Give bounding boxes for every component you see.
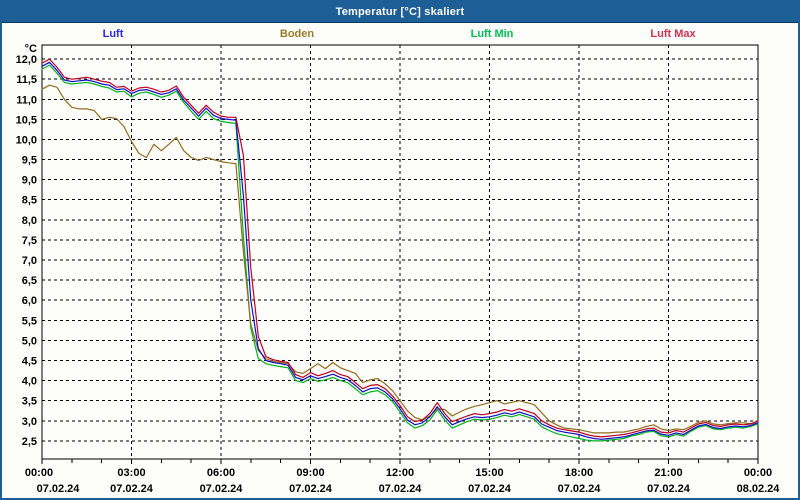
x-date-label: 07.02.24 xyxy=(379,483,423,495)
svg-text:9,0: 9,0 xyxy=(22,175,37,187)
svg-text:7,5: 7,5 xyxy=(22,235,37,247)
svg-text:5,5: 5,5 xyxy=(22,315,37,327)
x-time-label: 09:00 xyxy=(296,467,324,479)
title-bar: Temperatur [°C] skaliert xyxy=(2,2,798,23)
svg-text:6,0: 6,0 xyxy=(22,295,37,307)
x-time-label: 03:00 xyxy=(117,467,145,479)
series-line-luft-min xyxy=(41,64,759,442)
series-line-luft xyxy=(41,61,759,440)
x-time-label: 21:00 xyxy=(654,467,682,479)
x-time-label: 12:00 xyxy=(386,467,414,479)
svg-text:11,5: 11,5 xyxy=(16,74,37,86)
x-time-label: 15:00 xyxy=(475,467,503,479)
x-date-label: 08.02.24 xyxy=(737,483,781,495)
x-date-label: 07.02.24 xyxy=(289,483,333,495)
svg-text:8,0: 8,0 xyxy=(22,215,37,227)
x-date-label: 07.02.24 xyxy=(468,483,512,495)
series-line-boden xyxy=(41,84,759,434)
x-time-label: 06:00 xyxy=(207,467,235,479)
svg-text:4,0: 4,0 xyxy=(22,376,37,388)
svg-text:5,0: 5,0 xyxy=(22,335,37,347)
svg-text:11,0: 11,0 xyxy=(16,94,37,106)
x-date-label: 07.02.24 xyxy=(110,483,154,495)
y-unit-label: °C xyxy=(25,43,37,55)
x-time-label: 18:00 xyxy=(565,467,593,479)
gridlines xyxy=(42,45,758,459)
x-time-label: 00:00 xyxy=(744,467,772,479)
svg-text:6,5: 6,5 xyxy=(22,275,37,287)
legend-item-luft-min: Luft Min xyxy=(470,28,514,40)
x-time-label: 00:00 xyxy=(25,467,53,479)
svg-text:7,0: 7,0 xyxy=(22,255,37,267)
svg-text:3,5: 3,5 xyxy=(22,396,37,408)
svg-text:8,5: 8,5 xyxy=(22,195,37,207)
x-axis-labels: 00:00 07.02.24 03:00 07.02.24 06:00 07.02.24 0… xyxy=(25,467,780,495)
svg-text:12,0: 12,0 xyxy=(16,54,37,66)
svg-text:10,0: 10,0 xyxy=(16,134,37,146)
svg-text:9,5: 9,5 xyxy=(22,155,37,167)
x-date-label: 07.02.24 xyxy=(647,483,691,495)
legend-item-luft-max: Luft Max xyxy=(650,28,696,40)
legend-item-luft: Luft xyxy=(102,28,124,40)
svg-text:2,5: 2,5 xyxy=(22,436,37,448)
temperature-chart: °C12,0 11,5 11,0 10,5 10,0 9,5 9,0 8,5 8,0 7,5 7,0… xyxy=(16,43,781,495)
chart-area: Luft Boden Luft Min Luft Max °C 12,0 11,5 1… xyxy=(2,23,798,498)
y-axis-labels: °C12,0 11,5 11,0 10,5 10,0 9,5 9,0 8,5 8,0 7,5 7,0… xyxy=(16,43,37,448)
legend-item-boden: Boden xyxy=(279,28,315,40)
window-title: Temperatur [°C] skaliert xyxy=(335,6,465,18)
x-date-label: 07.02.24 xyxy=(37,483,81,495)
svg-text:4,5: 4,5 xyxy=(22,356,37,368)
svg-text:3,0: 3,0 xyxy=(22,416,37,428)
x-date-label: 07.02.24 xyxy=(558,483,602,495)
x-axis-ticks xyxy=(41,459,759,464)
series-line-luft-max xyxy=(41,58,759,438)
series-lines xyxy=(41,58,759,442)
svg-text:10,5: 10,5 xyxy=(16,114,37,126)
x-date-label: 07.02.24 xyxy=(200,483,244,495)
